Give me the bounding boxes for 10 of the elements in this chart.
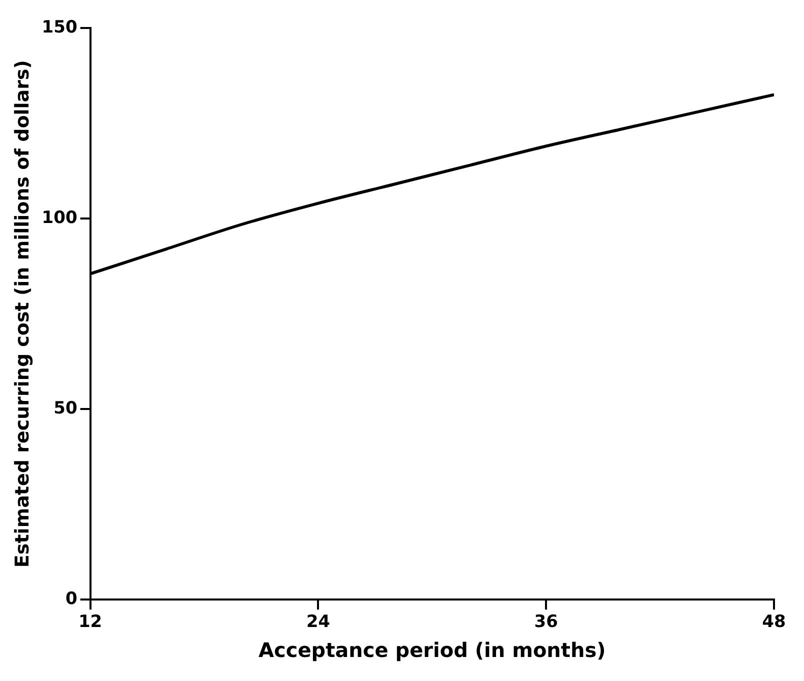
x-tick-label: 24 (306, 612, 330, 632)
x-tick-label: 48 (762, 612, 786, 632)
y-tick-label: 50 (54, 398, 78, 418)
x-tick-label: 36 (534, 612, 558, 632)
y-tick-label: 0 (65, 589, 78, 610)
y-tick-label: 100 (42, 208, 78, 228)
y-axis-title: Estimated recurring cost (in millions of dollars) (11, 60, 34, 568)
y-tick-label: 150 (42, 17, 78, 38)
x-axis-title: Acceptance period (in months) (258, 638, 606, 662)
x-tick-label: 12 (78, 612, 102, 632)
